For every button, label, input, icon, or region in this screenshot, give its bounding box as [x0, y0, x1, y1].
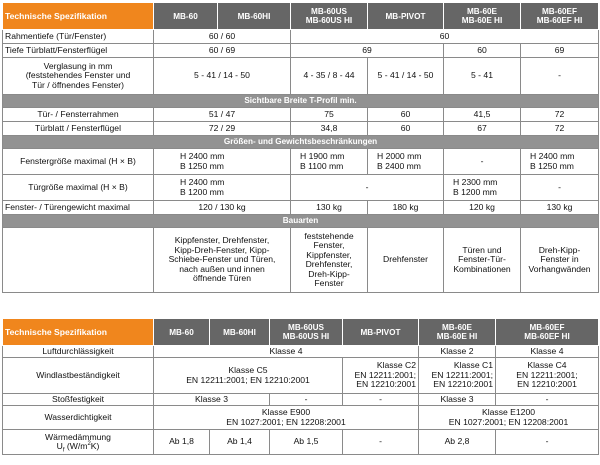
row-label: Fenster- / Türengewicht maximal [2, 200, 154, 215]
uf-unit: Uf (W/m2K) [56, 441, 100, 454]
row-label: Verglasung in mm (feststehendes Fenster … [2, 57, 154, 95]
cell: feststehende Fenster, Kippfenster, Drehf… [290, 227, 368, 293]
header-mb60: MB-60 [153, 318, 210, 346]
header-mb60e: MB-60E MB-60E HI [443, 2, 521, 30]
section-visible-width: Sichtbare Breite T-Profil min. [2, 94, 599, 108]
header-spec: Technische Spezifikation [2, 2, 154, 30]
cell: 5 - 41 / 14 - 50 [153, 57, 291, 95]
cell: - [495, 429, 599, 455]
header-mb60e: MB-60E MB-60E HI [418, 318, 496, 346]
cell: 72 [520, 107, 599, 122]
header-mb60us: MB-60US MB-60US HI [290, 2, 368, 30]
cell: 67 [443, 121, 521, 136]
cell: Kippfenster, Drehfenster, Kipp-Dreh-Fens… [153, 227, 291, 293]
section-size-weight: Größen- und Gewichtsbeschränkungen [2, 135, 599, 149]
cell: H 1900 mm B 1100 mm [290, 148, 368, 175]
cell: H 2300 mm B 1200 mm [443, 174, 521, 201]
row-label: Wärmedämmung [45, 431, 111, 442]
cell: Klasse 4 [495, 345, 599, 358]
cell: 69 [290, 43, 444, 58]
cell: Dreh-Kipp- Fenster in Vorhangwänden [520, 227, 599, 293]
cell: 60 / 69 [153, 43, 291, 58]
cell: - [342, 393, 419, 406]
row-label: Stoßfestigkeit [2, 393, 154, 406]
cell: 5 - 41 [443, 57, 521, 95]
cell: 60 / 60 [153, 29, 291, 44]
cell: Klasse E900 EN 1027:2001; EN 12208:2001 [153, 405, 419, 430]
cell: 60 [367, 121, 444, 136]
row-label: Rahmentiefe (Tür/Fenster) [2, 29, 154, 44]
cell: Klasse E1200 EN 1027:2001; EN 12208:2001 [418, 405, 599, 430]
cell: 34,8 [290, 121, 368, 136]
header-mb60hi: MB-60HI [217, 2, 291, 30]
header-spec: Technische Spezifikation [2, 318, 154, 346]
cell: 180 kg [367, 200, 444, 215]
cell: Klasse 4 [153, 345, 419, 358]
cell: 60 [367, 107, 444, 122]
cell: 69 [520, 43, 599, 58]
cell: 60 [290, 29, 599, 44]
cell: 72 / 29 [153, 121, 291, 136]
header-mb60ef: MB-60EF MB-60EF HI [495, 318, 599, 346]
cell: Ab 1,8 [153, 429, 210, 455]
cell: Klasse C4 EN 12211:2001; EN 12210:2001 [495, 357, 599, 394]
header-mb60hi: MB-60HI [209, 318, 270, 346]
cell: Ab 2,8 [418, 429, 496, 455]
cell-empty [2, 227, 154, 293]
cell: - [290, 174, 444, 201]
cell: 5 - 41 / 14 - 50 [367, 57, 444, 95]
cell: - [342, 429, 419, 455]
cell: H 2400 mm B 1250 mm [153, 148, 291, 175]
cell: Klasse C2 EN 12211:2001; EN 12210:2001 [342, 357, 419, 394]
row-label: Fenstergröße maximal (H × B) [2, 148, 154, 175]
header-mb60ef: MB-60EF MB-60EF HI [520, 2, 599, 30]
cell: 60 [443, 43, 521, 58]
spec-table-2: Technische Spezifikation MB-60 MB-60HI M… [2, 318, 599, 455]
row-label: Tiefe Türblatt/Fensterflügel [2, 43, 154, 58]
cell: 75 [290, 107, 368, 122]
cell: 130 kg [290, 200, 368, 215]
row-label-waermedaemmung: Wärmedämmung Uf (W/m2K) [2, 429, 154, 455]
cell: Klasse 2 [418, 345, 496, 358]
cell: Klasse 3 [418, 393, 496, 406]
cell: 120 / 130 kg [153, 200, 291, 215]
spec-table-1: Technische Spezifikation MB-60 MB-60HI M… [2, 2, 599, 293]
cell: Klasse 3 [153, 393, 270, 406]
cell: H 2000 mm B 2400 mm [367, 148, 444, 175]
cell: - [443, 148, 521, 175]
cell: 120 kg [443, 200, 521, 215]
cell: Ab 1,5 [269, 429, 343, 455]
cell: 72 [520, 121, 599, 136]
cell: - [495, 393, 599, 406]
cell: H 2400 mm B 1250 mm [520, 148, 599, 175]
row-label: Luftdurchlässigkeit [2, 345, 154, 358]
cell: - [520, 174, 599, 201]
row-label: Türblatt / Fensterflügel [2, 121, 154, 136]
cell: Drehfenster [367, 227, 444, 293]
row-label: Wasserdichtigkeit [2, 405, 154, 430]
cell: 130 kg [520, 200, 599, 215]
header-mbpivot: MB-PIVOT [367, 2, 444, 30]
cell: H 2400 mm B 1200 mm [153, 174, 291, 201]
cell: 4 - 35 / 8 - 44 [290, 57, 368, 95]
cell: Ab 1,4 [209, 429, 270, 455]
cell: 41,5 [443, 107, 521, 122]
row-label: Tür- / Fensterrahmen [2, 107, 154, 122]
cell: Klasse C5 EN 12211:2001; EN 12210:2001 [153, 357, 343, 394]
header-mb60us: MB-60US MB-60US HI [269, 318, 343, 346]
cell: - [520, 57, 599, 95]
cell: Türen und Fenster-Tür- Kombinationen [443, 227, 521, 293]
cell: Klasse C1 EN 12211:2001; EN 12210:2001 [418, 357, 496, 394]
row-label: Windlastbeständigkeit [2, 357, 154, 394]
cell: 51 / 47 [153, 107, 291, 122]
section-bauarten: Bauarten [2, 214, 599, 228]
header-mb60: MB-60 [153, 2, 218, 30]
row-label: Türgröße maximal (H × B) [2, 174, 154, 201]
header-mbpivot: MB-PIVOT [342, 318, 419, 346]
cell: - [269, 393, 343, 406]
